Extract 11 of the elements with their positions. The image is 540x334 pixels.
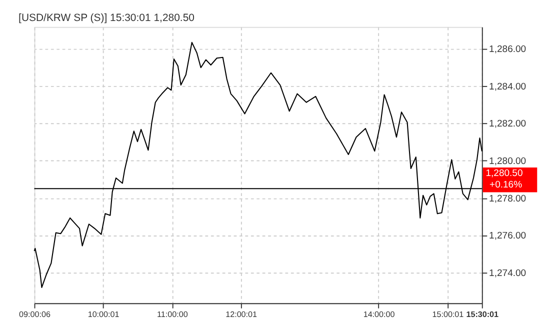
y-tick-label: 1,282.00 <box>489 118 526 130</box>
annotation: 1,280.50 <box>486 168 523 180</box>
y-tick-label: 1,286.00 <box>489 44 526 55</box>
y-tick-label: 1,284.00 <box>489 81 526 92</box>
y-tick-label: 1,280.00 <box>489 156 526 167</box>
text: +0.16% <box>490 179 523 190</box>
y-tick-label: 1,276.00 <box>489 230 526 242</box>
y-tick-label: 1,278.00 <box>489 193 526 204</box>
y-tick-label: 1,274.00 <box>489 268 526 280</box>
chart-title: [USD/KRW SP (S)] 15:30:01 1,280.50 <box>18 13 195 24</box>
line-series <box>34 42 482 288</box>
